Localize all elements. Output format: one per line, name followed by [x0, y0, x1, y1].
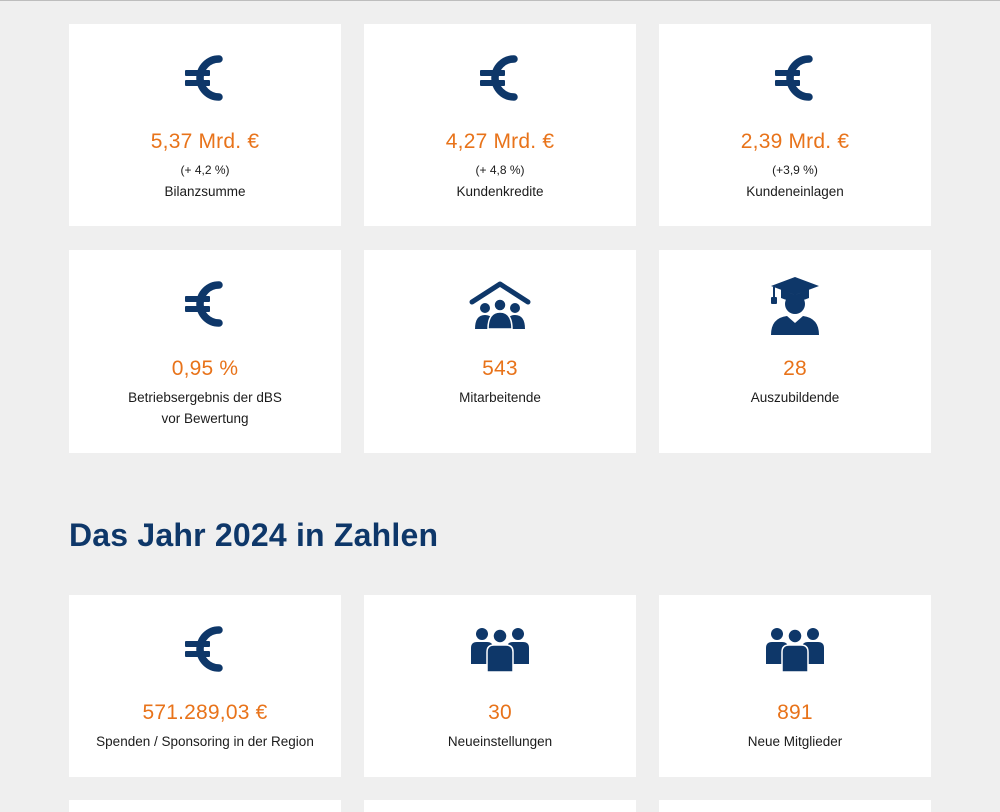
group-icon: [659, 626, 931, 672]
kpi-change: (+ 4,8 %): [475, 163, 525, 177]
euro-icon: [69, 276, 341, 332]
kpi-value: 0,95 %: [171, 357, 239, 380]
year-card-spenden: 571.289,03 € Spenden / Sponsoring in der…: [69, 595, 341, 777]
year-label: Spenden / Sponsoring in der Region: [96, 734, 314, 749]
group-icon: [364, 626, 636, 672]
euro-icon: [364, 50, 636, 106]
year-card-partial: [69, 800, 341, 812]
kpi-label: Bilanzsumme: [164, 184, 246, 199]
year-grid: 571.289,03 € Spenden / Sponsoring in der…: [69, 595, 931, 777]
year-card-neue-mitglieder: 891 Neue Mitglieder: [659, 595, 931, 777]
kpi-change: (+3,9 %): [772, 163, 818, 177]
year-value: 571.289,03 €: [142, 701, 268, 724]
kpi-card-kundeneinlagen: 2,39 Mrd. € (+3,9 %) Kundeneinlagen: [659, 24, 931, 226]
year-value: 891: [777, 701, 813, 724]
year-label: Neue Mitglieder: [747, 734, 843, 749]
kpi-grid-row-1: 5,37 Mrd. € (+ 4,2 %) Bilanzsumme 4,27 M…: [69, 24, 931, 226]
year-card-partial: [364, 800, 636, 812]
year-card-neueinstellungen: 30 Neueinstellungen: [364, 595, 636, 777]
euro-icon: [69, 621, 341, 677]
graduate-icon: [659, 276, 931, 336]
euro-icon: [659, 50, 931, 106]
kpi-value: 5,37 Mrd. €: [150, 130, 260, 153]
year-grid-next-row: [69, 800, 931, 812]
kpi-value: 2,39 Mrd. €: [740, 130, 850, 153]
euro-icon: [69, 50, 341, 106]
kpi-value: 543: [482, 357, 518, 380]
section-title: Das Jahr 2024 in Zahlen: [69, 517, 439, 553]
kpi-label: Betriebsergebnis der dBS vor Bewertung: [128, 390, 282, 426]
people-under-roof-icon: [364, 280, 636, 330]
kpi-card-betriebsergebnis: 0,95 % Betriebsergebnis der dBS vor Bewe…: [69, 250, 341, 453]
kpi-card-mitarbeitende: 543 Mitarbeitende: [364, 250, 636, 453]
kpi-card-bilanzsumme: 5,37 Mrd. € (+ 4,2 %) Bilanzsumme: [69, 24, 341, 226]
kpi-label: Mitarbeitende: [459, 390, 541, 405]
kpi-change: (+ 4,2 %): [180, 163, 230, 177]
year-card-partial: [659, 800, 931, 812]
kpi-label: Auszubildende: [750, 390, 840, 405]
top-divider: [0, 0, 1000, 1]
kpi-grid-row-2: 0,95 % Betriebsergebnis der dBS vor Bewe…: [69, 250, 931, 453]
kpi-card-kundenkredite: 4,27 Mrd. € (+ 4,8 %) Kundenkredite: [364, 24, 636, 226]
kpi-card-auszubildende: 28 Auszubildende: [659, 250, 931, 453]
kpi-value: 4,27 Mrd. €: [445, 130, 555, 153]
kpi-label: Kundeneinlagen: [746, 184, 844, 199]
kpi-label: Kundenkredite: [456, 184, 544, 199]
kpi-value: 28: [783, 357, 807, 380]
year-value: 30: [488, 701, 512, 724]
year-label: Neueinstellungen: [447, 734, 553, 749]
